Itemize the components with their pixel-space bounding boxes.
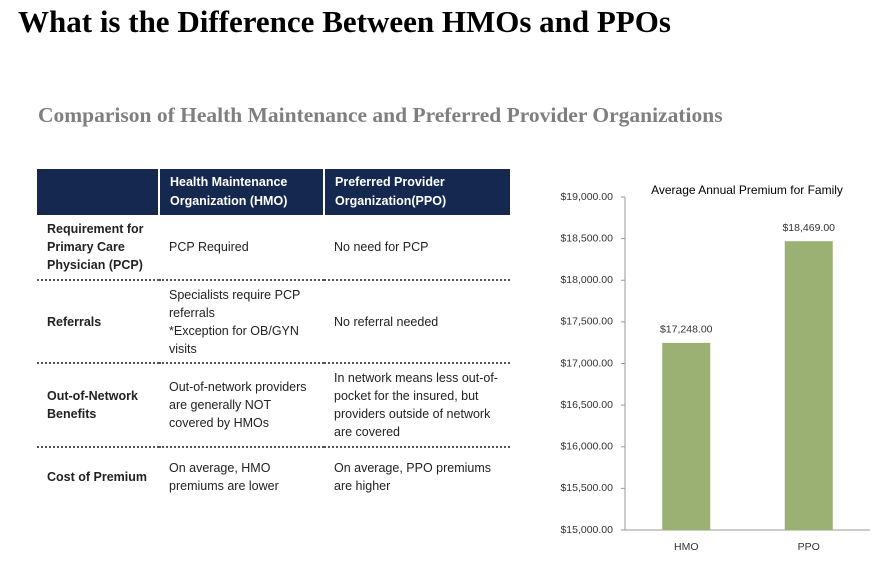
row-label: Referrals — [37, 280, 159, 364]
table-row: Referrals Specialists require PCP referra… — [37, 280, 510, 364]
cell: Specialists require PCP referrals *Excep… — [159, 280, 324, 364]
x-tick-label: HMO — [674, 541, 699, 553]
y-tick-label: $18,000.00 — [560, 274, 613, 286]
value-label: $18,469.00 — [782, 222, 835, 234]
bar — [662, 342, 711, 530]
y-tick-label: $15,000.00 — [560, 524, 613, 536]
y-tick-label: $17,000.00 — [560, 357, 613, 369]
table-row: Out-of-Network Benefits Out-of-network pr… — [37, 363, 510, 448]
page-title: What is the Difference Between HMOs and … — [18, 4, 671, 39]
y-tick-label: $19,000.00 — [560, 191, 613, 203]
cell: No need for PCP — [324, 215, 510, 281]
value-label: $17,248.00 — [660, 324, 713, 336]
header-row: Health Maintenance Organization (HMO) Pr… — [37, 169, 510, 215]
bar — [784, 241, 833, 530]
y-tick-label: $15,500.00 — [560, 482, 613, 494]
header-cell: Preferred Provider Organization(PPO) — [323, 169, 510, 215]
cell: On average, HMO premiums are lower — [169, 460, 279, 493]
cell: On average, PPO premiums are higher — [334, 460, 492, 493]
header-cell: Health Maintenance Organization (HMO) — [158, 169, 324, 215]
y-tick-label: $16,000.00 — [560, 441, 613, 453]
row-label: Requirement for Primary Care Physician (… — [37, 215, 159, 281]
y-tick-label: $17,500.00 — [560, 316, 613, 328]
chart-title: Average Annual Premium for Family — [651, 183, 843, 197]
row-label: Cost of Premium — [47, 469, 148, 484]
cell: No referral needed — [324, 280, 510, 364]
comparison-table: Health Maintenance Organization (HMO) Pr… — [37, 169, 510, 505]
header-cell — [37, 169, 159, 215]
x-tick-label: PPO — [798, 541, 820, 553]
row-label: Out-of-Network Benefits — [37, 363, 159, 448]
cell: Out-of-network providers are generally N… — [159, 363, 324, 448]
cell: In network means less out-of-pocket for … — [324, 363, 510, 448]
subtitle: Comparison of Health Maintenance and Pre… — [38, 103, 723, 127]
y-tick-label: $16,500.00 — [560, 399, 613, 411]
table-row: Cost of Premium On average, HMO premiums … — [37, 447, 510, 505]
y-tick-label: $18,500.00 — [560, 232, 613, 244]
cell: PCP Required — [159, 215, 324, 281]
table-row: Requirement for Primary Care Physician (… — [37, 215, 510, 281]
